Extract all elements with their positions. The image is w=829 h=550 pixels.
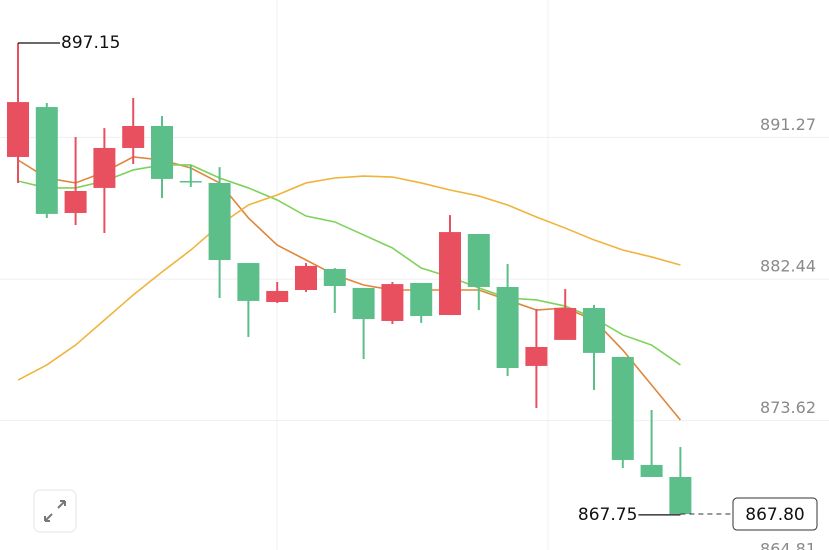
candle-body [669, 476, 692, 515]
candle-body [93, 147, 116, 188]
candle-body [7, 102, 29, 157]
y-tick-label: 891.27 [760, 115, 816, 134]
moving-average-line [17, 156, 682, 421]
min-label: 867.75 [578, 505, 637, 525]
candle-body [266, 290, 289, 303]
candle-body [151, 125, 173, 179]
candle-body [410, 282, 433, 317]
candle-body [381, 284, 404, 321]
candle-body [439, 232, 461, 316]
moving-average-line [17, 164, 681, 366]
candle-body [640, 464, 663, 477]
max-label: 897.15 [61, 33, 120, 53]
candle-body [208, 182, 231, 260]
expand-button[interactable] [33, 489, 77, 533]
candle-body [611, 356, 634, 460]
expand-button-frame[interactable] [33, 489, 77, 533]
candle-body [554, 307, 577, 340]
candle-body [496, 286, 519, 369]
candle-body [295, 265, 317, 291]
candle-body [467, 233, 490, 287]
candle-body [323, 268, 346, 286]
candle-body [35, 107, 58, 214]
candle-body [179, 181, 202, 183]
candle-body [122, 125, 145, 148]
y-tick-label: 882.44 [760, 257, 816, 276]
candle-body [352, 287, 375, 320]
candle-body [525, 346, 548, 366]
current-price-label: 867.80 [745, 505, 804, 525]
moving-average-line [17, 175, 681, 381]
candle-body [237, 263, 260, 301]
current-price-box [732, 497, 818, 531]
candle-body [583, 307, 605, 353]
candle-body [64, 190, 87, 213]
y-tick-label: 864.81 [760, 540, 816, 550]
y-tick-label: 873.62 [760, 398, 816, 417]
expand-icon[interactable] [44, 500, 66, 522]
